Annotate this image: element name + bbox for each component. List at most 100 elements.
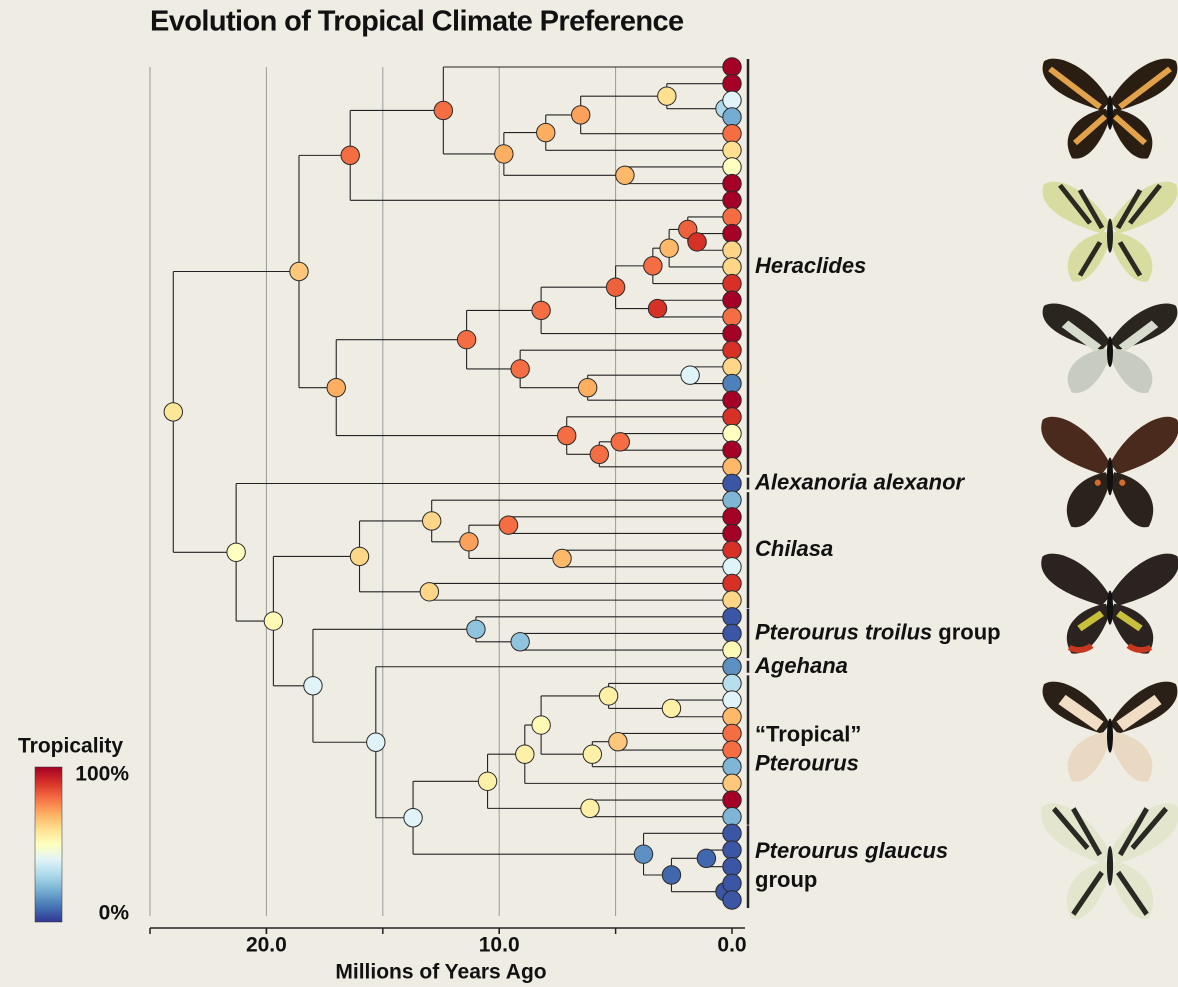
- clade-label: Agehana: [754, 653, 848, 678]
- tip-node: [723, 224, 741, 242]
- clade-label-part: Pterourus: [755, 750, 859, 775]
- colorbar: [35, 767, 62, 922]
- tip-node: [723, 857, 741, 875]
- colorbar-label: 0%: [99, 902, 130, 925]
- ancestral-node: [658, 87, 676, 105]
- clade-label-part: group: [938, 619, 1000, 644]
- ancestral-node: [583, 745, 601, 763]
- clade-label: Alexanoria alexanor: [754, 469, 966, 494]
- ancestral-node: [341, 146, 359, 164]
- page: {"chart_data": { "type": "phylogeny", "t…: [0, 0, 1178, 987]
- ancestral-node: [164, 403, 182, 421]
- tip-node: [723, 608, 741, 626]
- ancestral-node: [478, 772, 496, 790]
- ancestral-node: [227, 543, 245, 561]
- butterfly-image: [1043, 59, 1178, 159]
- clade-label: Pterourus: [755, 750, 859, 775]
- ancestral-node: [422, 512, 440, 530]
- ancestral-node: [599, 687, 617, 705]
- ancestral-node: [616, 166, 634, 184]
- tip-node: [723, 241, 741, 259]
- ancestral-node: [590, 445, 608, 463]
- tip-node: [723, 541, 741, 559]
- tip-node: [723, 691, 741, 709]
- clade-label-part: Alexanoria alexanor: [754, 469, 966, 494]
- clade-label: “Tropical”: [755, 721, 861, 746]
- ancestral-node: [511, 360, 529, 378]
- ancestral-node: [532, 716, 550, 734]
- clade-label-part: Pterourus glaucus: [755, 838, 948, 863]
- ancestral-node: [495, 145, 513, 163]
- clade-label-part: Pterourus troilus: [755, 619, 932, 644]
- clade-label-part: Chilasa: [755, 536, 833, 561]
- tip-node: [723, 258, 741, 276]
- clade-label: group: [755, 867, 817, 892]
- tip-node: [723, 708, 741, 726]
- ancestral-node: [532, 301, 550, 319]
- clade-label-part: Agehana: [754, 653, 848, 678]
- tip-node: [723, 674, 741, 692]
- tip-node: [723, 124, 741, 142]
- butterfly-image: [1041, 417, 1178, 527]
- tip-node: [723, 491, 741, 509]
- tip-node: [723, 758, 741, 776]
- colorbar-label: 100%: [75, 763, 129, 786]
- ancestral-node: [648, 299, 666, 317]
- tip-node: [723, 291, 741, 309]
- tip-node: [723, 508, 741, 526]
- x-axis-label: Millions of Years Ago: [335, 961, 546, 984]
- tip-node: [723, 108, 741, 126]
- tip-node: [723, 524, 741, 542]
- ancestral-node: [581, 799, 599, 817]
- tip-node: [723, 641, 741, 659]
- clade-label: Chilasa: [755, 536, 833, 561]
- tip-node: [723, 591, 741, 609]
- tip-node: [723, 791, 741, 809]
- clade-label-part: Heraclides: [755, 253, 866, 278]
- tip-node: [723, 341, 741, 359]
- butterfly-image: [1041, 803, 1178, 919]
- ancestral-node: [264, 612, 282, 630]
- tip-node: [723, 158, 741, 176]
- ancestral-node: [457, 330, 475, 348]
- tip-node: [723, 308, 741, 326]
- ancestral-node: [516, 745, 534, 763]
- ancestral-node: [662, 866, 680, 884]
- ancestral-node: [611, 433, 629, 451]
- ancestral-node: [460, 533, 478, 551]
- ancestral-node: [553, 549, 571, 567]
- tip-node: [723, 824, 741, 842]
- clade-label: Pterourus glaucus: [755, 838, 948, 863]
- ancestral-node: [434, 101, 452, 119]
- ancestral-node: [537, 123, 555, 141]
- tip-node: [723, 658, 741, 676]
- tip-node: [723, 624, 741, 642]
- ancestral-node: [350, 547, 368, 565]
- tip-node: [723, 391, 741, 409]
- ancestral-node: [681, 366, 699, 384]
- ancestral-node: [578, 379, 596, 397]
- ancestral-node: [571, 106, 589, 124]
- tip-node: [723, 724, 741, 742]
- tip-node: [723, 741, 741, 759]
- ancestral-node: [467, 620, 485, 638]
- tip-node: [723, 458, 741, 476]
- tip-node: [723, 558, 741, 576]
- ancestral-node: [420, 583, 438, 601]
- ancestral-node: [327, 378, 345, 396]
- tip-node: [723, 324, 741, 342]
- x-tick-label: 10.0: [479, 934, 520, 957]
- ancestral-node: [367, 733, 385, 751]
- tip-node: [723, 774, 741, 792]
- tip-node: [723, 474, 741, 492]
- tip-node: [723, 874, 741, 892]
- clade-label: Heraclides: [755, 253, 866, 278]
- chart: Evolution of Tropical Climate Preference…: [0, 0, 1178, 987]
- tip-node: [723, 441, 741, 459]
- tip-node: [723, 424, 741, 442]
- tip-node: [723, 191, 741, 209]
- ancestral-node: [609, 733, 627, 751]
- ancestral-node: [660, 239, 678, 257]
- ancestral-node: [606, 278, 624, 296]
